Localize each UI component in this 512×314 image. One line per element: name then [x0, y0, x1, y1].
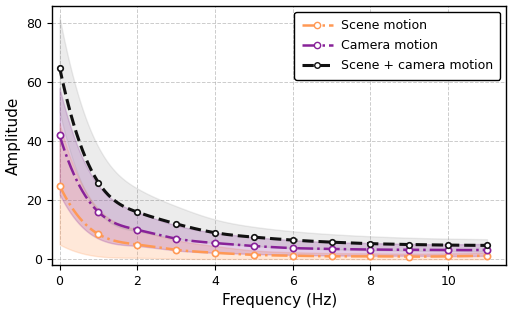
Camera motion: [368, 248, 374, 252]
Camera motion: [329, 247, 335, 251]
Camera motion: [173, 237, 179, 241]
Camera motion: [290, 246, 296, 250]
Line: Scene + camera motion: Scene + camera motion: [57, 65, 490, 248]
Scene motion: [484, 254, 490, 257]
Scene + camera motion: [56, 66, 62, 69]
Scene motion: [406, 255, 412, 258]
Scene motion: [445, 254, 451, 258]
Camera motion: [95, 210, 101, 214]
Scene + camera motion: [406, 243, 412, 246]
Scene + camera motion: [290, 238, 296, 242]
Scene motion: [56, 184, 62, 187]
Scene motion: [173, 248, 179, 252]
Camera motion: [484, 248, 490, 252]
Scene motion: [212, 251, 218, 255]
Scene + camera motion: [368, 242, 374, 246]
Scene + camera motion: [173, 222, 179, 226]
Camera motion: [406, 248, 412, 252]
Scene motion: [368, 254, 374, 258]
Scene motion: [134, 243, 140, 246]
Camera motion: [134, 228, 140, 232]
Scene + camera motion: [445, 243, 451, 247]
Camera motion: [212, 241, 218, 245]
Scene + camera motion: [212, 231, 218, 235]
Camera motion: [56, 133, 62, 137]
Scene motion: [95, 232, 101, 236]
Scene + camera motion: [329, 240, 335, 244]
Scene + camera motion: [134, 210, 140, 214]
Line: Scene motion: Scene motion: [56, 182, 490, 260]
Scene motion: [290, 254, 296, 257]
Y-axis label: Amplitude: Amplitude: [6, 96, 20, 175]
Camera motion: [251, 244, 257, 248]
Scene + camera motion: [251, 235, 257, 239]
Scene motion: [329, 254, 335, 258]
Scene motion: [251, 253, 257, 257]
Line: Camera motion: Camera motion: [56, 132, 490, 253]
Scene + camera motion: [484, 244, 490, 247]
Legend: Scene motion, Camera motion, Scene + camera motion: Scene motion, Camera motion, Scene + cam…: [294, 12, 500, 79]
X-axis label: Frequency (Hz): Frequency (Hz): [222, 294, 337, 308]
Scene + camera motion: [95, 181, 101, 184]
Camera motion: [445, 248, 451, 252]
